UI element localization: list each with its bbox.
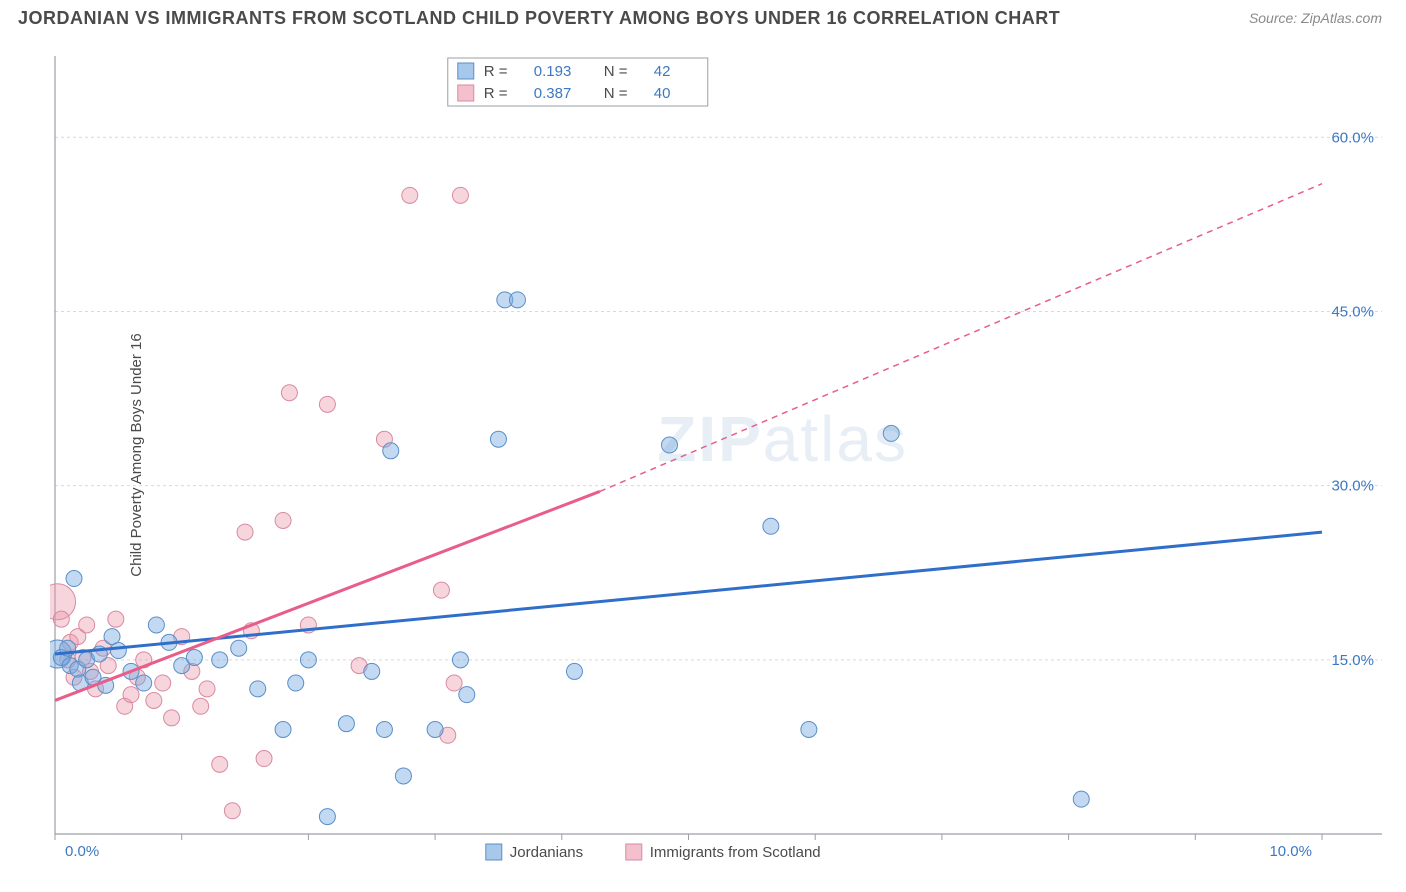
scatter-point-jordanian (763, 518, 779, 534)
scatter-point-jordanian (801, 721, 817, 737)
scatter-point-scotland (452, 187, 468, 203)
legend-stat: 40 (654, 85, 671, 102)
scatter-point-jordanian (66, 571, 82, 587)
y-tick-label: 30.0% (1331, 478, 1374, 495)
scatter-point-jordanian (459, 687, 475, 703)
chart-title: JORDANIAN VS IMMIGRANTS FROM SCOTLAND CH… (18, 8, 1388, 29)
trendline-scotland-dashed (600, 184, 1322, 492)
scatter-point-scotland (319, 396, 335, 412)
legend-stat: 0.387 (534, 85, 572, 102)
scatter-point-jordanian (376, 721, 392, 737)
scatter-point-scotland (123, 687, 139, 703)
scatter-point-scotland (79, 617, 95, 633)
scatter-point-jordanian (212, 652, 228, 668)
legend-stat: N = (604, 63, 628, 80)
scatter-point-jordanian (490, 431, 506, 447)
legend-swatch (458, 85, 474, 101)
x-tick-label: 10.0% (1269, 843, 1312, 860)
scatter-point-jordanian (300, 652, 316, 668)
scatter-point-scotland (256, 751, 272, 767)
legend-stat: 0.193 (534, 63, 572, 80)
source-attribution: Source: ZipAtlas.com (1249, 10, 1382, 26)
scatter-point-jordanian (186, 649, 202, 665)
scatter-point-jordanian (395, 768, 411, 784)
scatter-point-scotland (281, 385, 297, 401)
legend-stat: N = (604, 85, 628, 102)
scatter-point-jordanian (383, 443, 399, 459)
y-axis-label: Child Poverty Among Boys Under 16 (128, 333, 145, 576)
scatter-point-jordanian (275, 721, 291, 737)
scatter-point-jordanian (883, 425, 899, 441)
scatter-point-jordanian (1073, 791, 1089, 807)
scatter-point-scotland (402, 187, 418, 203)
legend-stat: R = (484, 85, 508, 102)
scatter-point-jordanian (509, 292, 525, 308)
legend-swatch (458, 63, 474, 79)
y-tick-label: 15.0% (1331, 652, 1374, 669)
scatter-point-scotland (53, 611, 69, 627)
scatter-point-scotland (193, 698, 209, 714)
scatter-point-jordanian (427, 721, 443, 737)
scatter-point-jordanian (110, 643, 126, 659)
x-tick-label: 0.0% (65, 843, 99, 860)
scatter-point-jordanian (566, 663, 582, 679)
scatter-point-jordanian (452, 652, 468, 668)
legend-stat: R = (484, 63, 508, 80)
scatter-point-scotland (108, 611, 124, 627)
scatter-point-scotland (224, 803, 240, 819)
scatter-point-jordanian (250, 681, 266, 697)
scatter-point-jordanian (338, 716, 354, 732)
trendline-jordanian (55, 532, 1322, 654)
y-tick-label: 60.0% (1331, 129, 1374, 146)
scatter-point-scotland (146, 692, 162, 708)
legend-label-scotland: Immigrants from Scotland (650, 844, 821, 861)
scatter-point-jordanian (661, 437, 677, 453)
scatter-point-scotland (212, 756, 228, 772)
scatter-point-jordanian (231, 640, 247, 656)
legend-swatch-scotland (626, 844, 642, 860)
y-tick-label: 45.0% (1331, 303, 1374, 320)
scatter-point-jordanian (148, 617, 164, 633)
scatter-point-jordanian (136, 675, 152, 691)
plot-area: Child Poverty Among Boys Under 16 15.0% 3… (50, 48, 1382, 862)
scatter-point-scotland (275, 512, 291, 528)
scatter-chart: 15.0% 30.0% 45.0% 60.0% 0.0% 10.0% R = 0.193 N =… (50, 48, 1382, 862)
scatter-point-scotland (237, 524, 253, 540)
scatter-point-scotland (433, 582, 449, 598)
legend-stat: 42 (654, 63, 671, 80)
scatter-point-scotland (446, 675, 462, 691)
scatter-point-scotland (199, 681, 215, 697)
legend-label-jordanian: Jordanians (510, 844, 583, 861)
scatter-point-scotland (164, 710, 180, 726)
scatter-point-jordanian (288, 675, 304, 691)
scatter-point-jordanian (364, 663, 380, 679)
scatter-point-jordanian (319, 809, 335, 825)
legend-swatch-jordanian (486, 844, 502, 860)
scatter-point-scotland (155, 675, 171, 691)
